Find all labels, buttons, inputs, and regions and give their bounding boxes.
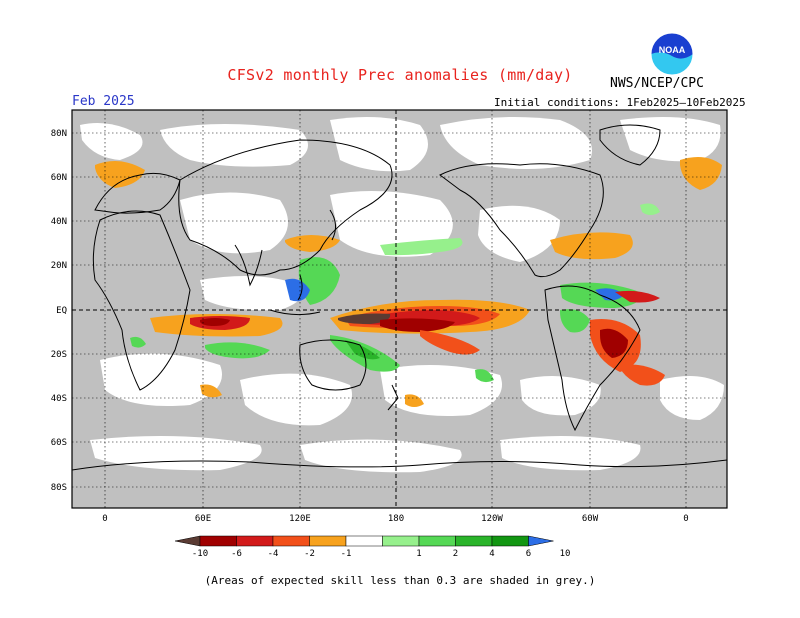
initial-conditions: Initial conditions: 1Feb2025–10Feb2025 (494, 96, 746, 109)
coastlines (72, 124, 727, 471)
agency-label: NWS/NCEP/CPC (610, 76, 704, 91)
colorbar-segment (199, 535, 237, 547)
colorbar-segment (272, 535, 310, 547)
colorbar-tick-label: -10 (192, 549, 208, 559)
colorbar-segment (236, 535, 274, 547)
colorbar-tick-label: 10 (560, 549, 571, 559)
lon-label: 0 (102, 514, 107, 524)
colorbar-tick-label: 2 (453, 549, 458, 559)
lon-label: 60W (582, 514, 599, 524)
colorbar-segment (382, 535, 420, 547)
lat-label: 20S (51, 350, 67, 360)
colorbar-segment (491, 535, 529, 547)
lon-label: 180 (388, 514, 404, 524)
forecast-month: Feb 2025 (72, 94, 135, 109)
graticule (72, 110, 727, 508)
lon-label: 120E (289, 514, 311, 524)
colorbar-tick-label: 4 (489, 549, 494, 559)
longitude-axis: 0 60E 120E 180 120W 60W 0 (102, 514, 688, 524)
colorbar-labels: -10 -6 -4 -2 -1 1 2 4 6 10 (192, 549, 571, 559)
lat-label: 40S (51, 394, 67, 404)
lon-label: 0 (683, 514, 688, 524)
latitude-axis: 80N 60N 40N 20N EQ 20S 40S 60S 80S (51, 129, 67, 493)
anomaly-shading (95, 156, 722, 407)
lat-label: 80N (51, 129, 67, 139)
lat-label: 40N (51, 217, 67, 227)
map-plot-area (72, 110, 727, 508)
map-title: CFSv2 monthly Prec anomalies (mm/day) (227, 66, 573, 84)
equator-dateline (72, 110, 727, 508)
lat-label: 80S (51, 483, 67, 493)
lat-label: 20N (51, 261, 67, 271)
colorbar-segment (345, 535, 383, 547)
lat-label: 60N (51, 173, 67, 183)
colorbar-tick-label: 6 (526, 549, 531, 559)
colorbar-tick-label: -1 (341, 549, 352, 559)
colorbar-tick-label: -4 (268, 549, 279, 559)
colorbar-tick-label: -6 (231, 549, 242, 559)
colorbar-tick-label: 1 (416, 549, 421, 559)
colorbar-arrow-left (174, 535, 201, 547)
colorbar-tick-label: -2 (304, 549, 315, 559)
colorbar-segment (455, 535, 493, 547)
colorbar-arrow-right (528, 535, 554, 547)
noaa-logo-icon: NOAA (650, 32, 694, 76)
lat-label: EQ (56, 306, 67, 316)
skill-holes (80, 116, 724, 473)
colorbar-legend (174, 535, 554, 547)
lon-label: 60E (195, 514, 211, 524)
svg-text:NOAA: NOAA (659, 45, 686, 55)
lon-label: 120W (481, 514, 503, 524)
map-frame (71, 109, 728, 509)
skill-footnote: (Areas of expected skill less than 0.3 a… (204, 574, 596, 587)
colorbar-segment (309, 535, 347, 547)
colorbar-segment (418, 535, 456, 547)
lat-label: 60S (51, 438, 67, 448)
